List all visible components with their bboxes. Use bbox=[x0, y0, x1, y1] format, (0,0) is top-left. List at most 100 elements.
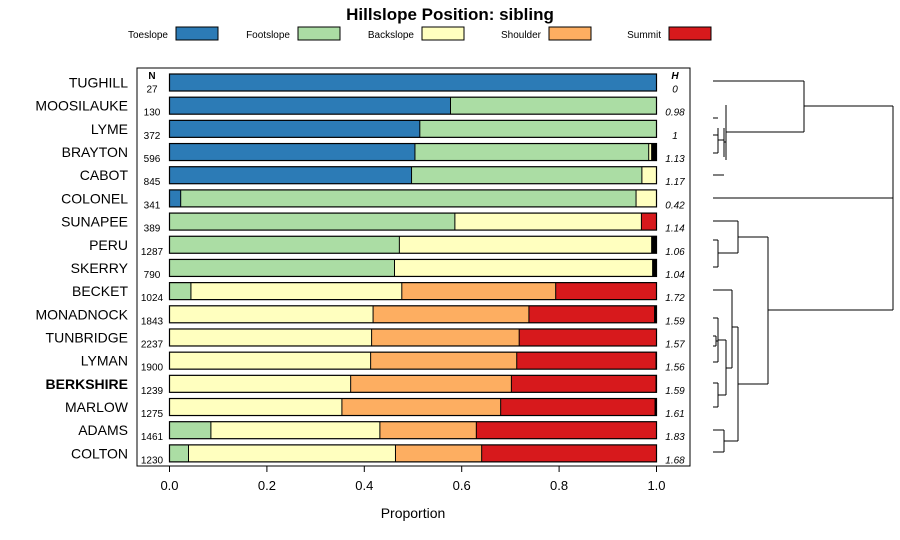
bar-outline bbox=[168, 212, 658, 231]
bar-segment-shoulder bbox=[371, 328, 520, 346]
row-label: PERU bbox=[89, 237, 128, 253]
row-label: COLTON bbox=[71, 445, 128, 461]
bar-segment-backslope bbox=[210, 421, 380, 439]
bar-segment-shoulder bbox=[373, 305, 529, 323]
dendrogram-branch bbox=[718, 128, 726, 157]
dendrogram-branch bbox=[732, 326, 768, 441]
bar-row: COLTON 1230 1.68 bbox=[71, 444, 685, 466]
row-label: SUNAPEE bbox=[61, 214, 128, 230]
legend: Toeslope Footslope Backslope Shoulder Summit bbox=[128, 26, 712, 41]
bar-segment-summit bbox=[519, 328, 657, 346]
dendrogram-branch bbox=[713, 289, 733, 369]
plot-frame bbox=[136, 67, 691, 467]
bar-row: PERU 1287 1.06 bbox=[89, 235, 685, 258]
bar-outline bbox=[168, 305, 658, 324]
n-value: 1275 bbox=[141, 409, 164, 420]
row-label: LYMAN bbox=[81, 353, 128, 369]
row-label: TUGHILL bbox=[69, 75, 128, 91]
legend-swatch bbox=[421, 26, 465, 41]
dendrogram-branch bbox=[713, 117, 719, 153]
bar-outline bbox=[168, 119, 658, 138]
legend-swatch bbox=[297, 26, 341, 41]
h-value: 1.68 bbox=[665, 455, 685, 466]
n-value: 341 bbox=[144, 200, 161, 211]
h-value: 0.98 bbox=[665, 108, 685, 119]
bar-row: LYMAN 1900 1.56 bbox=[81, 351, 685, 374]
bar-segment-toeslope bbox=[169, 97, 451, 115]
row-label: ADAMS bbox=[78, 422, 128, 438]
x-tick-label: 0.4 bbox=[355, 478, 373, 493]
h-value: 1.04 bbox=[665, 270, 685, 281]
dendrogram-branch bbox=[713, 220, 768, 254]
bar-row: BERKSHIRE 1239 1.59 bbox=[46, 374, 685, 397]
bar-row: COLONEL 341 0.42 bbox=[61, 189, 685, 211]
h-value: 1.14 bbox=[665, 224, 685, 235]
legend-label: Footslope bbox=[246, 30, 290, 41]
bar-segment-backslope bbox=[394, 259, 653, 277]
h-value: 1.72 bbox=[665, 293, 685, 304]
x-tick-label: 0.0 bbox=[160, 478, 178, 493]
bar-row: BECKET 1024 1.72 bbox=[72, 282, 685, 304]
bar-segment-shoulder bbox=[341, 398, 501, 416]
x-tick-label: 0.2 bbox=[258, 478, 276, 493]
bar-row: SUNAPEE 389 1.14 bbox=[61, 212, 685, 235]
bar-segment-backslope bbox=[169, 398, 342, 416]
n-value: 27 bbox=[146, 85, 158, 96]
bar-outline bbox=[168, 444, 658, 463]
bar-segment-backslope bbox=[169, 328, 372, 346]
bar-segment-footslope bbox=[169, 444, 189, 462]
n-column-header: N bbox=[148, 71, 155, 82]
legend-label: Toeslope bbox=[128, 30, 168, 41]
bar-row: LYME 372 1 bbox=[91, 119, 678, 142]
bar-segment-summit bbox=[528, 305, 655, 323]
bar-segment-toeslope bbox=[169, 166, 412, 184]
h-column-header: H bbox=[671, 71, 679, 82]
row-label: MONADNOCK bbox=[35, 306, 128, 322]
row-label: BRAYTON bbox=[62, 144, 128, 160]
x-tick-label: 0.8 bbox=[550, 478, 568, 493]
dendrogram-branch bbox=[832, 105, 894, 310]
bar-segment-backslope bbox=[169, 352, 371, 370]
h-value: 0.42 bbox=[665, 200, 685, 211]
bar-outline bbox=[168, 96, 658, 115]
bar-segment-other bbox=[655, 398, 657, 416]
n-value: 130 bbox=[144, 108, 161, 119]
bar-segment-summit bbox=[481, 444, 657, 462]
bar-segment-footslope bbox=[169, 259, 395, 277]
dendrogram-branch bbox=[713, 80, 832, 132]
bar-outline bbox=[168, 374, 658, 393]
bar-outline bbox=[168, 189, 658, 208]
bar-segment-footslope bbox=[411, 166, 642, 184]
legend-label: Backslope bbox=[368, 30, 415, 41]
h-value: 1.13 bbox=[665, 154, 685, 165]
n-value: 1287 bbox=[141, 247, 164, 258]
bar-segment-backslope bbox=[648, 143, 652, 161]
bar-segment-summit bbox=[500, 398, 656, 416]
bar-segment-toeslope bbox=[169, 120, 420, 138]
bar-segment-backslope bbox=[190, 282, 402, 300]
x-axis-label: Proportion bbox=[381, 505, 446, 521]
bar-segment-toeslope bbox=[169, 143, 415, 161]
bar-segment-footslope bbox=[180, 189, 637, 207]
row-label: SKERRY bbox=[71, 260, 129, 276]
bar-segment-toeslope bbox=[169, 74, 657, 91]
n-value: 372 bbox=[144, 131, 161, 142]
bar-outline bbox=[168, 235, 658, 254]
bar-outline bbox=[168, 73, 658, 92]
bar-segment-footslope bbox=[450, 97, 657, 115]
bar-outline bbox=[168, 421, 658, 440]
bar-segment-footslope bbox=[169, 236, 400, 254]
bar-segment-backslope bbox=[169, 305, 374, 323]
n-value: 1230 bbox=[141, 455, 164, 466]
chart-title: Hillslope Position: sibling bbox=[346, 5, 554, 24]
x-axis: 0.0 0.2 0.4 0.6 0.8 1.0 bbox=[160, 466, 666, 493]
n-value: 1843 bbox=[141, 316, 164, 327]
row-label: BECKET bbox=[72, 283, 128, 299]
row-label: TUNBRIDGE bbox=[46, 329, 128, 345]
row-label: BERKSHIRE bbox=[46, 376, 128, 392]
bar-row: MARLOW 1275 1.61 bbox=[65, 397, 685, 420]
h-value: 1.57 bbox=[665, 339, 685, 350]
n-value: 389 bbox=[144, 224, 161, 235]
h-value: 1.17 bbox=[665, 177, 685, 188]
h-value: 1.61 bbox=[665, 409, 684, 420]
